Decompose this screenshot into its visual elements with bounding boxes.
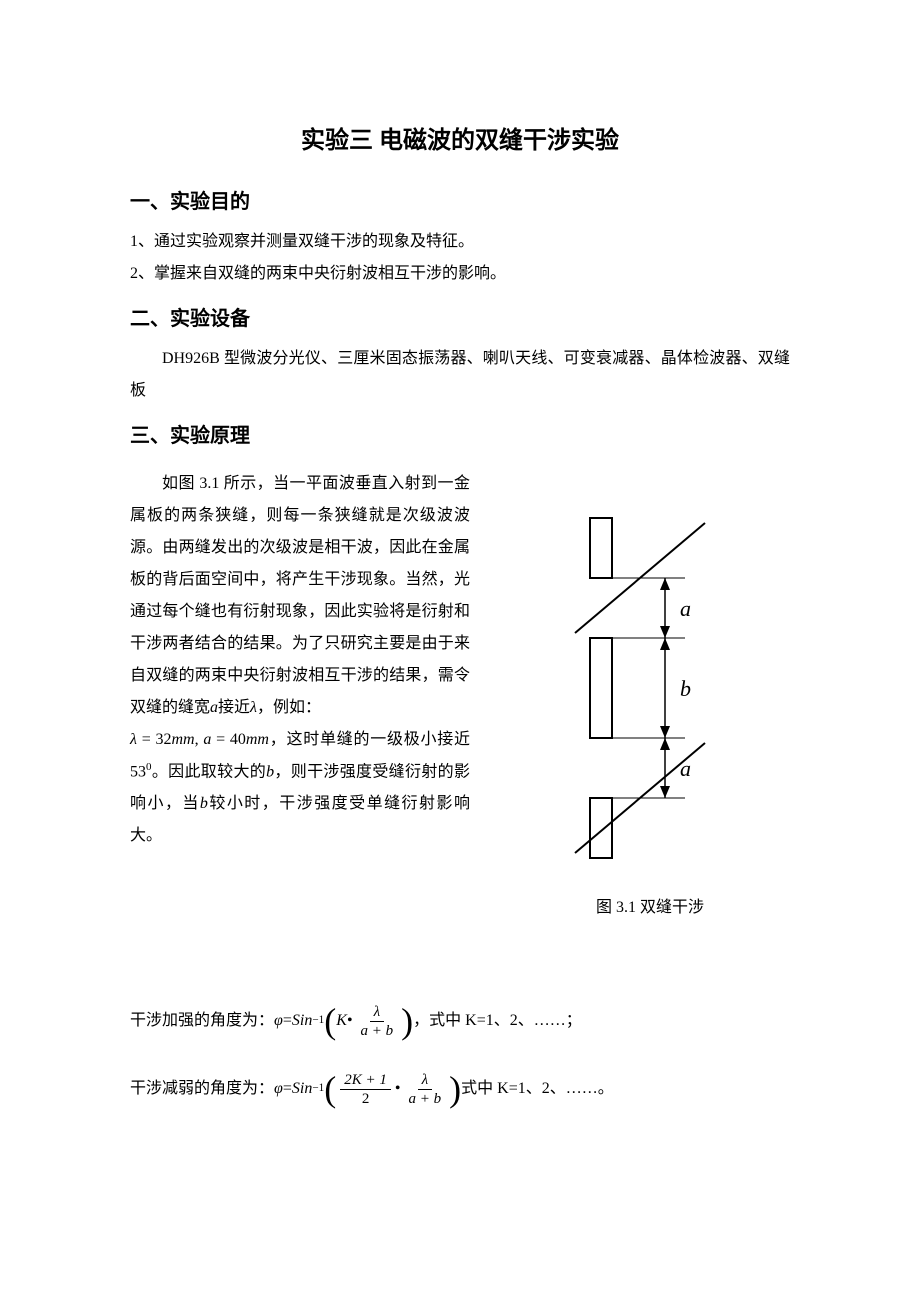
f2-prefix: 干涉减弱的角度为： — [130, 1065, 274, 1113]
var-a: a — [210, 699, 218, 716]
f1-inv: −1 — [312, 1004, 324, 1038]
f1-fraction: λ a + b — [357, 1003, 398, 1040]
section-1-heading: 一、实验目的 — [130, 185, 790, 214]
f1-prefix: 干涉加强的角度为： — [130, 997, 274, 1045]
f2-dot: • — [395, 1065, 401, 1113]
f2-sin: Sin — [292, 1065, 312, 1113]
formula-constructive: 干涉加强的角度为： φ = Sin −1 ( K • λ a + b ) ，式中… — [130, 997, 790, 1045]
middle-plate — [590, 638, 612, 738]
dim-a1-arrow-up — [660, 578, 670, 590]
f1-dot: • — [347, 997, 353, 1045]
f1-sin: Sin — [292, 997, 312, 1045]
text-after-degree: 。因此取较大的 — [152, 763, 267, 780]
dim-a1-label: a — [680, 596, 691, 621]
diagram-svg: a b a — [540, 508, 760, 868]
f2-phi: φ — [274, 1065, 283, 1113]
text-near: 接近 — [218, 699, 250, 716]
f1-eq: = — [283, 997, 292, 1045]
dim-a2-arrow-up — [660, 738, 670, 750]
f2-num2: λ — [418, 1071, 433, 1090]
dim-b-label: b — [680, 676, 691, 701]
inline-mm2: mm — [246, 731, 269, 748]
objective-1: 1、通过实验观察并测量双缝干涉的现象及特征。 — [130, 226, 790, 258]
inline-eq2: = 40 — [211, 731, 246, 748]
f2-den1: 2 — [358, 1090, 374, 1108]
formula-destructive: 干涉减弱的角度为： φ = Sin −1 ( 2K + 1 2 • λ a + … — [130, 1065, 790, 1113]
bottom-plate — [590, 798, 612, 858]
f2-num1: 2K + 1 — [340, 1071, 391, 1090]
section-3-heading: 三、实验原理 — [130, 419, 790, 448]
f1-phi: φ — [274, 997, 283, 1045]
f2-eq: = — [283, 1065, 292, 1113]
inline-formula-line: λ = 32mm, a = 40mm，这时单缝的一级极小接近 530。因此取较大… — [130, 724, 470, 852]
f2-den2: a + b — [405, 1090, 446, 1108]
principle-text: 如图 3.1 所示，当一平面波垂直入射到一金属板的两条狭缝，则每一条狭缝就是次级… — [130, 468, 470, 724]
dim-a2-label: a — [680, 756, 691, 781]
top-plate — [590, 518, 612, 578]
text-column: 如图 3.1 所示，当一平面波垂直入射到一金属板的两条狭缝，则每一条狭缝就是次级… — [130, 468, 480, 917]
inline-lambda: λ — [130, 731, 137, 748]
double-slit-diagram: a b a — [540, 508, 760, 868]
f2-fraction2: λ a + b — [405, 1071, 446, 1108]
figure-column: a b a 图 3.1 双缝干涉 — [510, 468, 790, 917]
content-row: 如图 3.1 所示，当一平面波垂直入射到一金属板的两条狭缝，则每一条狭缝就是次级… — [130, 468, 790, 917]
objective-2: 2、掌握来自双缝的两束中央衍射波相互干涉的影响。 — [130, 258, 790, 290]
inline-eq1: = 32 — [137, 731, 172, 748]
page-title: 实验三 电磁波的双缝干涉实验 — [130, 120, 790, 155]
figure-caption: 图 3.1 双缝干涉 — [596, 893, 704, 917]
f1-suffix: ，式中 K=1、2、……； — [413, 997, 582, 1045]
f2-suffix: 式中 K=1、2、……。 — [461, 1065, 614, 1113]
dim-b-arrow-up — [660, 638, 670, 650]
equipment-text: DH926B 型微波分光仪、三厘米固态振荡器、喇叭天线、可变衰减器、晶体检波器、… — [130, 343, 790, 407]
f1-den: a + b — [357, 1022, 398, 1040]
principle-paragraph: 如图 3.1 所示，当一平面波垂直入射到一金属板的两条狭缝，则每一条狭缝就是次级… — [130, 475, 470, 716]
var-b: b — [266, 763, 274, 780]
f2-fraction1: 2K + 1 2 — [340, 1071, 391, 1108]
dim-a2-arrow-down — [660, 786, 670, 798]
var-b2: b — [200, 795, 208, 812]
f2-inv: −1 — [312, 1072, 324, 1106]
formula-section: 干涉加强的角度为： φ = Sin −1 ( K • λ a + b ) ，式中… — [130, 997, 790, 1113]
f1-K: K — [336, 997, 347, 1045]
dim-b-arrow-down — [660, 726, 670, 738]
inline-mm: mm — [171, 731, 194, 748]
var-lambda: λ — [250, 699, 257, 716]
section-2-heading: 二、实验设备 — [130, 302, 790, 331]
f1-num: λ — [370, 1003, 385, 1022]
dim-a1-arrow-down — [660, 626, 670, 638]
text-eg: ，例如： — [257, 699, 321, 716]
